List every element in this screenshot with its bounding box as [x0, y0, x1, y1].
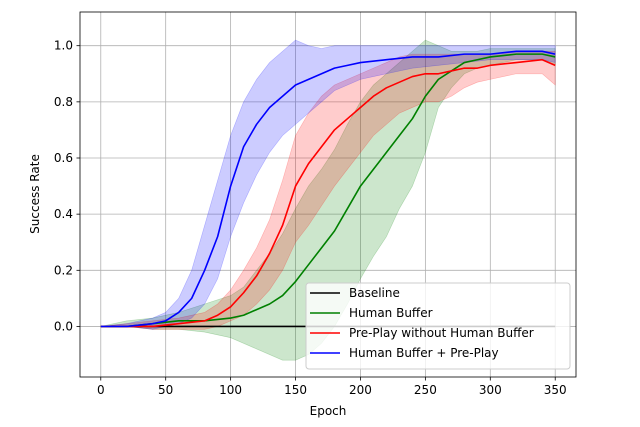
plot-frame: [79, 11, 577, 378]
x-tick-label: 350: [544, 383, 567, 397]
y-tick-label: 0.4: [54, 207, 73, 221]
x-tick-label: 250: [414, 383, 437, 397]
line-human-buffer-pre-play: [100, 50, 556, 328]
y-tick-label: 1.0: [54, 39, 73, 53]
legend-entry: Human Buffer + Pre-Play: [349, 346, 499, 360]
x-axis-label: Epoch: [310, 404, 347, 418]
y-tick-label: 0.0: [54, 319, 73, 333]
x-tick-label: 50: [158, 383, 173, 397]
y-tick-label: 0.2: [54, 263, 73, 277]
legend-entry: Baseline: [349, 286, 400, 300]
y-tick-label: 0.8: [54, 95, 73, 109]
legend: Baseline Human Buffer Pre-Play without Hum…: [305, 282, 571, 370]
x-tick-label: 150: [284, 383, 307, 397]
line-human-buffer: [100, 53, 556, 328]
x-tick-label: 100: [219, 383, 242, 397]
line-pre-play-without-human-buffer: [100, 58, 556, 328]
x-tick-label: 200: [349, 383, 372, 397]
x-tick-label: 300: [479, 383, 502, 397]
legend-entry: Pre-Play without Human Buffer: [349, 326, 534, 340]
x-tick-label: 0: [97, 383, 105, 397]
legend-box: [305, 282, 571, 370]
band-pre-play-without-human-buffer: [100, 51, 556, 330]
y-axis-label: Success Rate: [28, 154, 42, 234]
axis-ticks: 0 50 100 150 200 250 300 350 0.0 0.2 0.4 0.6 0.8 1.0: [54, 39, 567, 397]
y-tick-label: 0.6: [54, 151, 73, 165]
legend-entry: Human Buffer: [349, 306, 433, 320]
